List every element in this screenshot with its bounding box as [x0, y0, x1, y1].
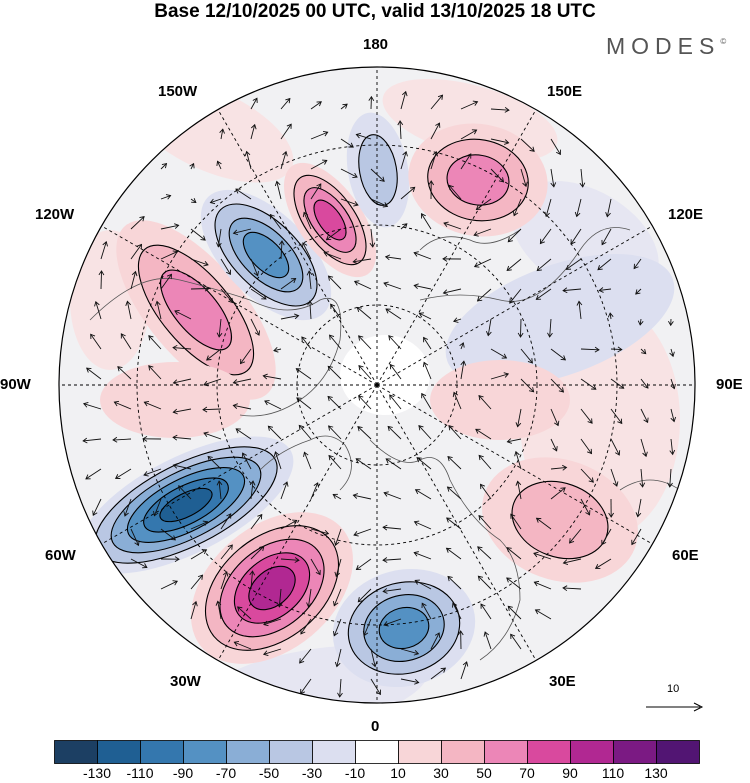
colorbar-swatch: [613, 740, 657, 764]
positive-center-east-siberia: [408, 123, 548, 237]
lon-label-120e: 120E: [668, 206, 704, 223]
lon-label-150e: 150E: [547, 83, 583, 100]
anomaly-level: [159, 488, 213, 522]
lon-label-180: 180: [363, 36, 389, 53]
colorbar-tick-label: 70: [519, 765, 535, 781]
lon-label-90e: 90E: [716, 376, 743, 393]
colorbar-swatch: [398, 740, 442, 764]
colorbar-swatch: [355, 740, 399, 764]
colorbar-tick-label: 10: [390, 765, 406, 781]
streamline-contour: [219, 538, 325, 638]
colorbar-tick-label: 50: [476, 765, 492, 781]
streamline-contour: [228, 217, 304, 293]
streamline-contour: [110, 456, 262, 554]
anomaly-level: [243, 232, 289, 278]
streamline-contour: [137, 244, 255, 376]
reference-vector-arrow: [646, 702, 704, 712]
colorbar-swatch: [656, 740, 700, 764]
map-title: Base 12/10/2025 00 UTC, valid 13/10/2025…: [154, 1, 596, 22]
lon-label-30w: 30W: [170, 673, 201, 690]
colorbar-swatch: [527, 740, 571, 764]
streamline-contour: [159, 487, 213, 523]
anomaly-level: [100, 362, 250, 438]
colorbar-swatch: [312, 740, 356, 764]
streamline-contour: [378, 606, 430, 650]
colorbar: [54, 740, 700, 764]
graticule: [59, 67, 695, 703]
anomaly-level: [445, 254, 675, 386]
streamline-contour: [363, 594, 445, 662]
lon-label-90w: 90W: [0, 376, 31, 393]
negative-center-scandinavia: [332, 568, 476, 688]
streamline-contour: [126, 467, 246, 543]
lon-label-0: 0: [371, 718, 380, 735]
streamline-contour: [204, 525, 340, 651]
map-outline: [58, 66, 696, 704]
positive-center-north-america: [116, 220, 276, 400]
brand-logo: MODES©: [606, 33, 727, 59]
positive-center-hudson: [100, 362, 250, 438]
colorbar-tick-label: -110: [126, 765, 154, 781]
colorbar-swatch: [269, 740, 313, 764]
colorbar-swatch: [570, 740, 614, 764]
anomaly-level: [248, 566, 296, 610]
near-zero-area: [340, 335, 430, 415]
lon-label-30e: 30E: [549, 673, 576, 690]
streamline-contour: [143, 477, 229, 533]
anomaly-level: [379, 607, 429, 649]
positive-center-ural: [430, 360, 570, 440]
streamline-contour: [303, 187, 357, 253]
colorbar-tick-label: -30: [301, 765, 323, 781]
colorbar-tick-label: -10: [344, 765, 366, 781]
colorbar-swatch: [140, 740, 184, 764]
colorbar-swatch: [54, 740, 98, 764]
streamline-contour: [248, 565, 296, 611]
anomaly-level: [512, 481, 608, 559]
streamline-contour: [233, 552, 311, 624]
streamline-contour: [446, 154, 510, 206]
colorbar-tick-label: 90: [562, 765, 578, 781]
wind-arrows: [82, 90, 677, 698]
anomaly-level: [430, 360, 570, 440]
colorbar-swatch: [183, 740, 227, 764]
anomaly-level: [358, 134, 398, 206]
negative-center-alaska-gulf: [200, 189, 332, 321]
negative-center-central-siberia: [445, 254, 675, 386]
positive-center-central-asia: [482, 457, 638, 583]
colorbar-tick-label: -90: [172, 765, 194, 781]
colorbar-tick-label: 30: [433, 765, 449, 781]
streamline-contour: [242, 231, 290, 279]
colorbar-swatch: [441, 740, 485, 764]
colorbar-swatch: [484, 740, 528, 764]
reference-vector-value: 10: [667, 683, 680, 695]
streamline-contour: [214, 203, 318, 307]
lon-label-150w: 150W: [158, 83, 198, 100]
colorbar-tick-label: 130: [644, 765, 668, 781]
colorbar-tick-label: 110: [601, 765, 625, 781]
streamline-contour: [427, 138, 529, 222]
negative-center-chukchi: [346, 112, 410, 228]
lon-label-120w: 120W: [35, 206, 75, 223]
streamline-contour: [313, 199, 347, 241]
lon-label-60w: 60W: [45, 547, 76, 564]
positive-center-greenland-sea: [191, 512, 353, 664]
colorbar-tick-label: -50: [258, 765, 280, 781]
colorbar-swatch: [97, 740, 141, 764]
colorbar-swatch: [226, 740, 270, 764]
colorbar-tick-label: -130: [82, 765, 112, 781]
colorbar-tick-label: -70: [215, 765, 237, 781]
lon-label-60e: 60E: [672, 547, 699, 564]
streamline-contour: [293, 174, 367, 266]
anomaly-level: [160, 270, 232, 350]
